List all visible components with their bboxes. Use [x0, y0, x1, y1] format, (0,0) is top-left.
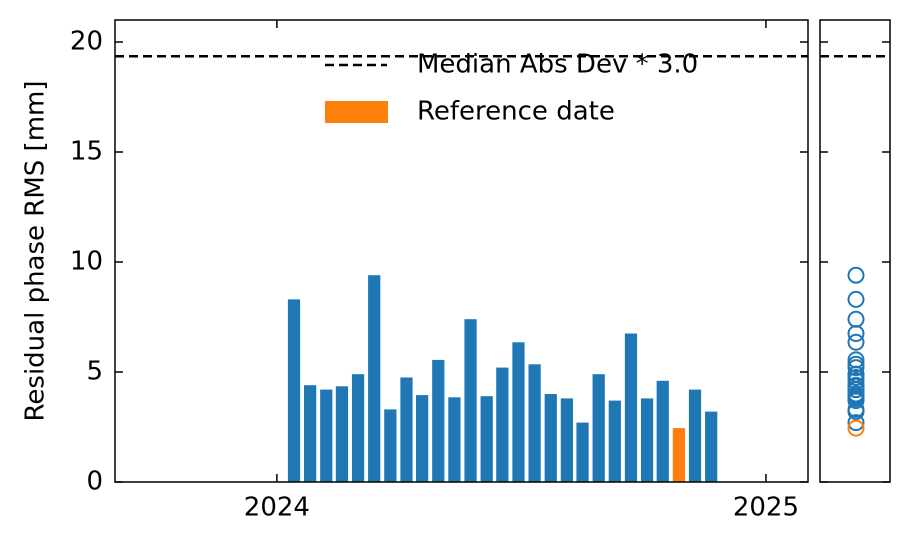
bar [592, 374, 605, 482]
bar [688, 389, 702, 482]
strip-point [847, 355, 865, 373]
strip-point [847, 290, 865, 308]
bar [512, 342, 525, 482]
strip-point [847, 403, 865, 421]
strip-point [847, 381, 865, 399]
bar [480, 396, 493, 482]
bar [705, 411, 718, 482]
y-axis-label: Residual phase RMS [mm] [21, 81, 51, 422]
bar [464, 319, 477, 482]
bar [656, 380, 669, 482]
strip-point [847, 414, 865, 432]
bar [304, 385, 317, 482]
bar [384, 409, 397, 482]
bar [416, 395, 429, 482]
bar [448, 397, 461, 482]
strip-point [847, 310, 865, 328]
legend-label: Median Abs Dev * 3.0 [417, 50, 698, 80]
bar [672, 428, 686, 482]
bar [544, 394, 557, 482]
strip-point [847, 325, 865, 342]
bar [351, 374, 365, 482]
y-tick-label: 20 [70, 27, 103, 57]
strip-point [847, 419, 865, 437]
bar [432, 359, 445, 482]
strip-point [847, 385, 865, 403]
axes-frame [819, 19, 891, 483]
bar [496, 367, 509, 482]
bar [576, 422, 589, 482]
bar [640, 398, 654, 482]
legend-swatch [325, 101, 388, 123]
bar [368, 275, 381, 482]
y-tick-label: 10 [70, 247, 103, 277]
x-tick-label: 2024 [244, 493, 310, 523]
legend-label: Reference date [417, 97, 615, 127]
x-tick-label: 2025 [733, 493, 799, 523]
bar [608, 400, 621, 482]
strip-point [847, 333, 865, 351]
bar [287, 299, 301, 482]
bar [320, 389, 333, 482]
bar [335, 386, 349, 482]
bar [560, 398, 574, 482]
y-tick-label: 5 [86, 357, 103, 387]
strip-point [847, 372, 865, 390]
bar [624, 333, 638, 482]
y-tick-label: 15 [70, 137, 103, 167]
axes-frame [114, 19, 809, 483]
y-tick-label: 0 [86, 467, 103, 497]
bar [400, 377, 413, 482]
strip-point [847, 266, 865, 284]
strip-point [847, 389, 865, 407]
bar [528, 364, 541, 482]
